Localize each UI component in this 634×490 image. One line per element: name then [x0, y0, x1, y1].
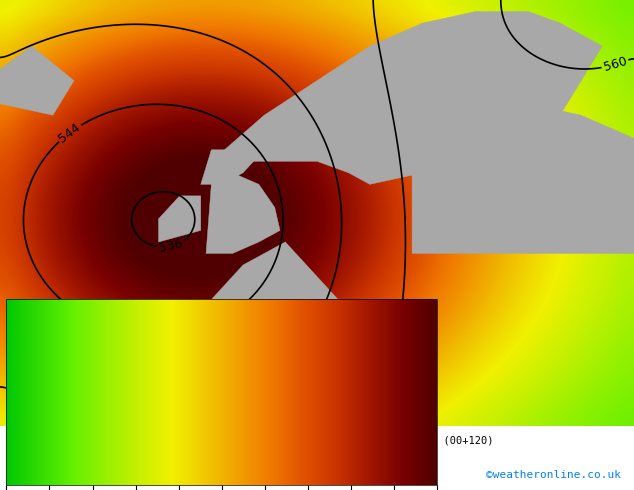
Text: ©weatheronline.co.uk: ©weatheronline.co.uk	[486, 470, 621, 480]
Text: 552: 552	[55, 400, 81, 418]
Polygon shape	[0, 46, 74, 115]
Text: 560: 560	[602, 55, 628, 74]
Polygon shape	[169, 322, 306, 415]
Text: 536: 536	[158, 238, 184, 255]
Polygon shape	[158, 196, 201, 242]
Text: Height 500 hPa Spread mean+σ [gpdm]  Meteo FR Mo 06-05-2024 00:00 UTC (00+120): Height 500 hPa Spread mean+σ [gpdm] Mete…	[6, 436, 494, 446]
Polygon shape	[206, 173, 280, 253]
Polygon shape	[201, 150, 254, 184]
Polygon shape	[412, 104, 634, 253]
Text: 560: 560	[386, 358, 402, 383]
Polygon shape	[211, 242, 349, 334]
Text: 544: 544	[56, 121, 83, 145]
Polygon shape	[211, 12, 602, 184]
